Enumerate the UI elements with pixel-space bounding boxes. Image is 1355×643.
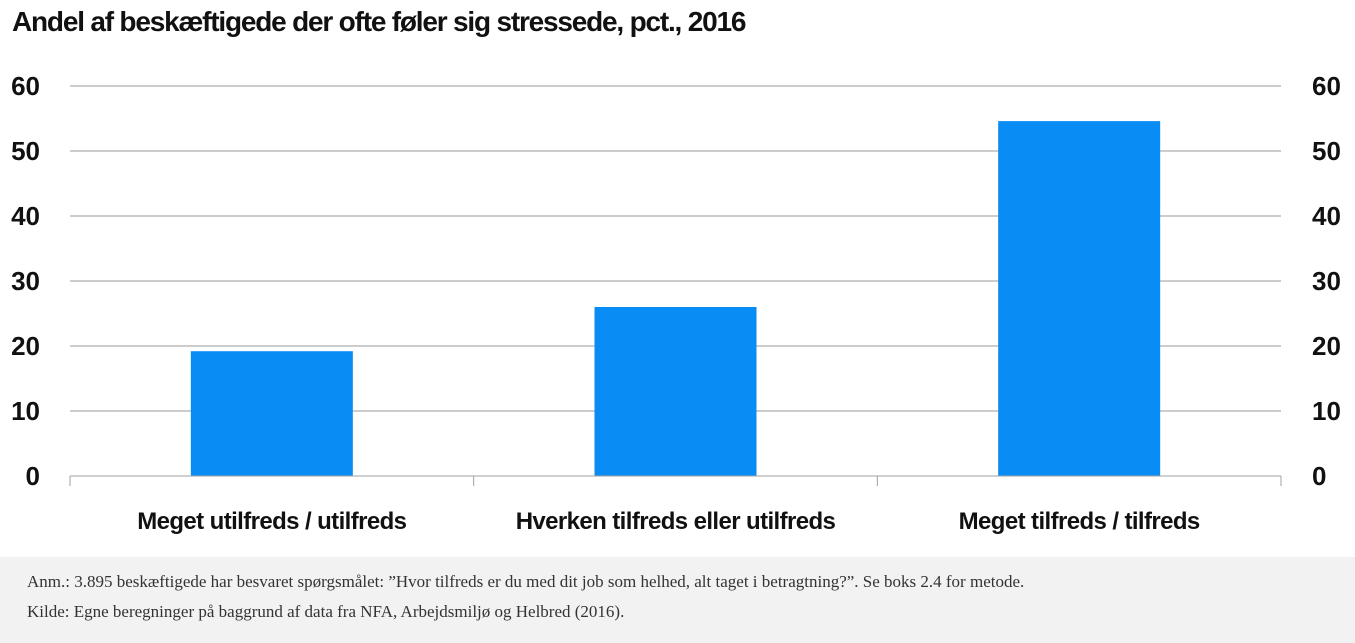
- bar: [998, 121, 1161, 476]
- category-labels: Meget utilfreds / utilfreds Hverken tilfr…: [137, 508, 1200, 535]
- bar: [594, 307, 757, 476]
- left-tick-label: 20: [11, 331, 40, 361]
- right-y-axis: 0 10 20 30 40 50 60: [1312, 71, 1341, 491]
- right-tick-label: 10: [1312, 396, 1341, 426]
- bars: [190, 121, 1161, 476]
- right-tick-label: 0: [1312, 461, 1326, 491]
- left-tick-label: 50: [11, 136, 40, 166]
- left-tick-label: 40: [11, 201, 40, 231]
- note-anm: Anm.: 3.895 beskæftigede har besvaret sp…: [27, 572, 1025, 591]
- right-tick-label: 60: [1312, 71, 1341, 101]
- right-tick-label: 50: [1312, 136, 1341, 166]
- right-tick-label: 30: [1312, 266, 1341, 296]
- note-kilde: Kilde: Egne beregninger på baggrund af d…: [27, 602, 625, 621]
- x-axis: [69, 475, 1282, 486]
- category-label: Meget utilfreds / utilfreds: [137, 508, 406, 535]
- right-tick-label: 40: [1312, 201, 1341, 231]
- left-tick-label: 30: [11, 266, 40, 296]
- chart-notes: Anm.: 3.895 beskæftigede har besvaret sp…: [0, 557, 1355, 643]
- left-y-axis: 0 10 20 30 40 50 60: [11, 71, 40, 491]
- bar: [190, 351, 353, 476]
- category-label: Hverken tilfreds eller utilfreds: [516, 508, 836, 535]
- bar-chart: 0 10 20 30 40 50 60 0 10 20 30 40 50 60 Meget utilfr…: [11, 71, 1341, 535]
- left-tick-label: 60: [11, 71, 40, 101]
- left-tick-label: 10: [11, 396, 40, 426]
- category-label: Meget tilfreds / tilfreds: [959, 508, 1200, 535]
- left-tick-label: 0: [26, 461, 40, 491]
- right-tick-label: 20: [1312, 331, 1341, 361]
- chart-title: Andel af beskæftigede der ofte føler sig…: [12, 6, 746, 37]
